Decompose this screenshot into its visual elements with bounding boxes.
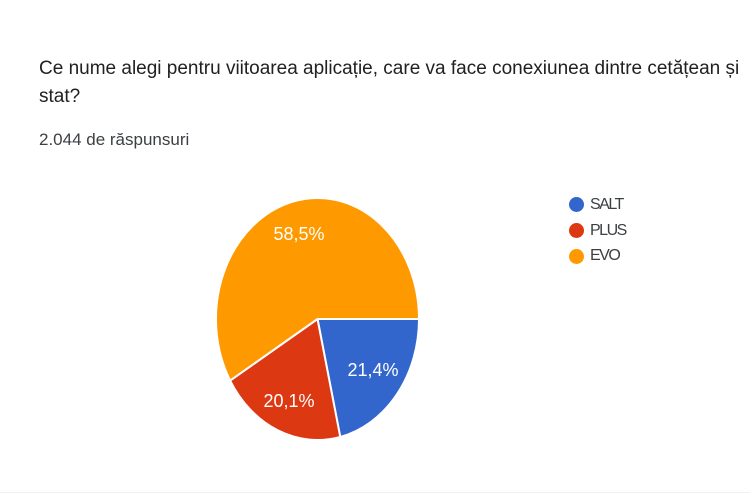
svg-text:58,5%: 58,5% (273, 224, 324, 244)
svg-text:20,1%: 20,1% (263, 391, 314, 411)
svg-text:21,4%: 21,4% (347, 360, 398, 380)
